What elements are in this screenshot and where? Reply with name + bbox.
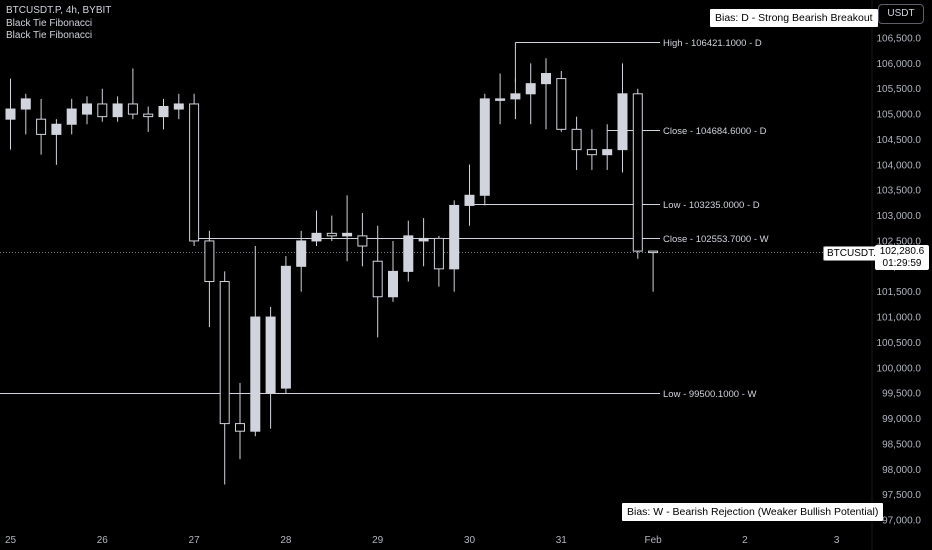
x-tick-label: 27	[189, 535, 201, 546]
candle-body	[372, 260, 383, 298]
candle-body	[342, 232, 353, 237]
y-tick-label: 105,500.0	[877, 84, 922, 95]
x-tick-label: 29	[372, 535, 384, 546]
candle-body	[632, 93, 643, 252]
x-tick-label: Feb	[644, 535, 662, 546]
indicator-label-2[interactable]: Black Tie Fibonacci	[6, 30, 93, 41]
candle-body	[127, 103, 138, 115]
x-tick-label: 26	[97, 535, 109, 546]
candle-body	[388, 270, 398, 298]
candle-body	[403, 235, 414, 272]
x-tick-label: 3	[834, 535, 840, 546]
last-price-tag: 102,280.6 01:29:59	[875, 245, 929, 270]
candle-body	[525, 83, 536, 95]
currency-button[interactable]: USDT	[878, 4, 924, 24]
y-tick-label: 98,000.0	[882, 465, 921, 476]
candle-body	[219, 281, 230, 425]
candle-body	[158, 105, 169, 118]
chart-legend: BTCUSDT.P, 4h, BYBIT Black Tie Fibonacci…	[6, 5, 111, 43]
candle-body	[556, 78, 567, 130]
candle-body	[464, 194, 475, 206]
candle-body	[112, 103, 123, 118]
candle-body	[311, 232, 322, 242]
candle-body	[586, 149, 597, 156]
candle-body	[235, 423, 245, 432]
candle-body	[5, 108, 16, 120]
x-tick-label: 31	[556, 535, 568, 546]
y-tick-label: 106,500.0	[877, 34, 922, 45]
bar-countdown: 01:29:59	[882, 257, 922, 269]
x-tick-label: 2	[742, 535, 748, 546]
y-tick-label: 99,500.0	[882, 389, 921, 400]
candle-body	[602, 149, 613, 156]
candle-body	[82, 103, 92, 115]
candle-body	[510, 93, 521, 100]
candle-body	[571, 128, 582, 151]
candle-body	[296, 240, 307, 267]
level-label: Close - 104684.6000 - D	[663, 126, 767, 137]
candle-body	[250, 316, 261, 432]
candle-body	[36, 118, 47, 135]
level-label: Close - 102553.7000 - W	[663, 234, 769, 245]
y-tick-label: 103,500.0	[877, 186, 922, 197]
candle-body	[143, 113, 154, 118]
y-tick-label: 97,000.0	[882, 516, 921, 527]
candle-body	[97, 103, 108, 118]
y-tick-label: 99,000.0	[882, 414, 921, 425]
last-price-value: 102,280.6	[879, 246, 925, 257]
x-tick-label: 30	[464, 535, 476, 546]
y-tick-label: 101,500.0	[877, 287, 922, 298]
x-tick-label: 28	[280, 535, 292, 546]
candle-body	[479, 98, 490, 196]
y-tick-label: 101,000.0	[877, 313, 922, 324]
y-tick-label: 104,500.0	[877, 135, 922, 146]
weekly-bias-box: Bias: W - Bearish Rejection (Weaker Bull…	[622, 503, 884, 521]
y-tick-label: 98,500.0	[882, 439, 921, 450]
y-tick-label: 100,500.0	[877, 338, 922, 349]
level-label: High - 106421.1000 - D	[663, 38, 762, 49]
y-tick-label: 106,000.0	[877, 59, 922, 70]
candle-body	[495, 98, 506, 101]
candle-body	[51, 123, 62, 135]
candle-body	[418, 237, 429, 242]
y-tick-label: 100,000.0	[877, 363, 922, 374]
candle-body	[433, 237, 444, 270]
candle-body	[265, 316, 276, 394]
candle-body	[66, 108, 77, 125]
y-tick-label: 97,500.0	[882, 490, 921, 501]
x-tick-label: 25	[5, 535, 17, 546]
candle-body	[648, 250, 659, 254]
y-tick-label: 105,000.0	[877, 110, 922, 121]
candle-body	[541, 73, 551, 85]
candle-body	[20, 98, 31, 110]
candle-body	[357, 235, 368, 247]
candle-body	[280, 265, 291, 389]
indicator-label-1[interactable]: Black Tie Fibonacci	[6, 17, 93, 29]
y-tick-label: 103,000.0	[877, 211, 922, 222]
candle-body	[173, 103, 184, 110]
candle-body	[617, 93, 628, 151]
y-tick-label: 104,000.0	[877, 160, 922, 171]
level-label: Low - 103235.0000 - D	[663, 200, 760, 211]
candle-body	[326, 232, 337, 237]
daily-bias-box: Bias: D - Strong Bearish Breakout	[710, 9, 878, 27]
candle-body	[449, 204, 460, 270]
candle-body	[189, 103, 200, 242]
candle-body	[204, 240, 215, 283]
level-label: Low - 99500.1000 - W	[663, 389, 757, 400]
symbol-title[interactable]: BTCUSDT.P, 4h, BYBIT	[6, 5, 112, 16]
y-tick-label: 102,500.0	[877, 236, 922, 247]
